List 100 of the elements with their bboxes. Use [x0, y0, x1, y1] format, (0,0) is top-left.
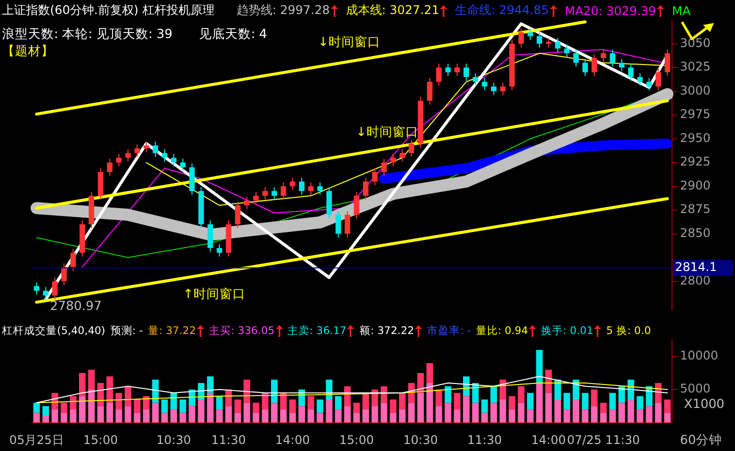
- bar: [216, 396, 223, 410]
- candlestick: [189, 162, 195, 196]
- bar: [52, 409, 58, 423]
- candlestick: [618, 58, 624, 72]
- bar: [508, 409, 516, 423]
- bar: [380, 402, 388, 423]
- bar: [308, 409, 314, 423]
- bar: [252, 402, 260, 413]
- bar: [280, 392, 287, 410]
- x-tick-label: 07/25 11:30: [566, 432, 640, 447]
- bar: [590, 390, 598, 406]
- bar: [78, 373, 86, 396]
- bar: [536, 350, 543, 383]
- candlestick: [372, 168, 378, 186]
- bar: [106, 402, 114, 423]
- bar: [362, 392, 370, 410]
- text: 市盈率: -: [427, 324, 471, 338]
- bar: [390, 412, 396, 423]
- candlestick: [272, 186, 278, 200]
- candlestick: [290, 177, 296, 191]
- bar: [380, 386, 388, 403]
- annotation: ↑时间窗口: [183, 286, 246, 301]
- bar: [106, 376, 114, 403]
- bar: [353, 402, 360, 413]
- bar: [398, 392, 406, 410]
- bar: [298, 406, 306, 423]
- candlestick: [400, 148, 406, 162]
- candlestick: [125, 148, 131, 162]
- ref-line-label: 2814.1: [675, 260, 717, 274]
- bar: [280, 409, 287, 423]
- bar: [344, 406, 351, 423]
- bar: [124, 406, 132, 423]
- bar: [234, 412, 242, 423]
- y-tick-label: 2975: [680, 107, 711, 122]
- bar: [142, 396, 150, 410]
- bar: [362, 409, 370, 423]
- bar: [353, 412, 360, 423]
- candlestick: [144, 141, 150, 153]
- bar: [326, 399, 332, 423]
- bar: [334, 396, 342, 410]
- bar: [600, 412, 607, 423]
- bar: [390, 399, 396, 413]
- y-tick-label: 3000: [680, 83, 711, 98]
- candlestick: [298, 177, 304, 196]
- candlestick: [98, 168, 104, 200]
- bar: [564, 392, 570, 410]
- bar: [316, 399, 324, 413]
- text: MA: [672, 4, 691, 18]
- bar: [70, 409, 76, 423]
- candlestick: [344, 210, 350, 238]
- candlestick: [42, 286, 48, 300]
- bar: [472, 382, 479, 403]
- bar: [508, 396, 516, 410]
- bar: [564, 409, 570, 423]
- x-tick-label: 14:00: [531, 432, 566, 447]
- bar: [42, 406, 50, 416]
- text: X1000: [684, 396, 724, 411]
- bar: [97, 406, 104, 423]
- bar: [609, 392, 616, 410]
- bar: [70, 396, 76, 410]
- bar: [628, 399, 634, 423]
- y-tick-label: 3050: [680, 36, 711, 50]
- candlestick: [362, 177, 368, 200]
- x-tick-label: 10:30: [156, 432, 192, 447]
- bar: [206, 392, 214, 423]
- bar: [372, 390, 378, 406]
- chart-title: 杠杆成交量(5,40,40): [2, 324, 106, 338]
- x-tick-label: 11:30: [467, 432, 502, 447]
- bar: [618, 402, 626, 423]
- candlestick: [573, 48, 579, 68]
- candlestick: [34, 282, 40, 296]
- bar: [161, 399, 168, 413]
- annotation: 【题材】: [2, 43, 54, 58]
- bar: [636, 409, 644, 423]
- candlestick: [454, 63, 460, 77]
- bar: [289, 412, 296, 423]
- text: 5 换: 0.0: [606, 324, 651, 338]
- candlestick: [308, 182, 314, 196]
- bar: [244, 402, 250, 423]
- candlestick: [500, 82, 506, 96]
- candlestick: [445, 63, 451, 77]
- candlestick: [628, 63, 634, 82]
- text: 预测: -: [110, 324, 143, 338]
- x-tick-label: 14:00: [275, 432, 310, 447]
- bar: [481, 412, 488, 423]
- bar: [134, 399, 140, 413]
- bar: [142, 409, 150, 423]
- bar: [417, 392, 424, 423]
- candlestick: [106, 158, 112, 176]
- bar: [198, 399, 204, 423]
- bar: [600, 402, 607, 413]
- bar: [326, 380, 332, 400]
- bar: [308, 396, 314, 410]
- bar: [664, 399, 671, 413]
- candlestick: [536, 32, 542, 48]
- text: 主卖: 36.17: [288, 324, 346, 338]
- y-tick-label: 3025: [680, 60, 711, 74]
- bar: [216, 409, 223, 423]
- candlestick: [426, 77, 432, 106]
- bar: [262, 392, 268, 410]
